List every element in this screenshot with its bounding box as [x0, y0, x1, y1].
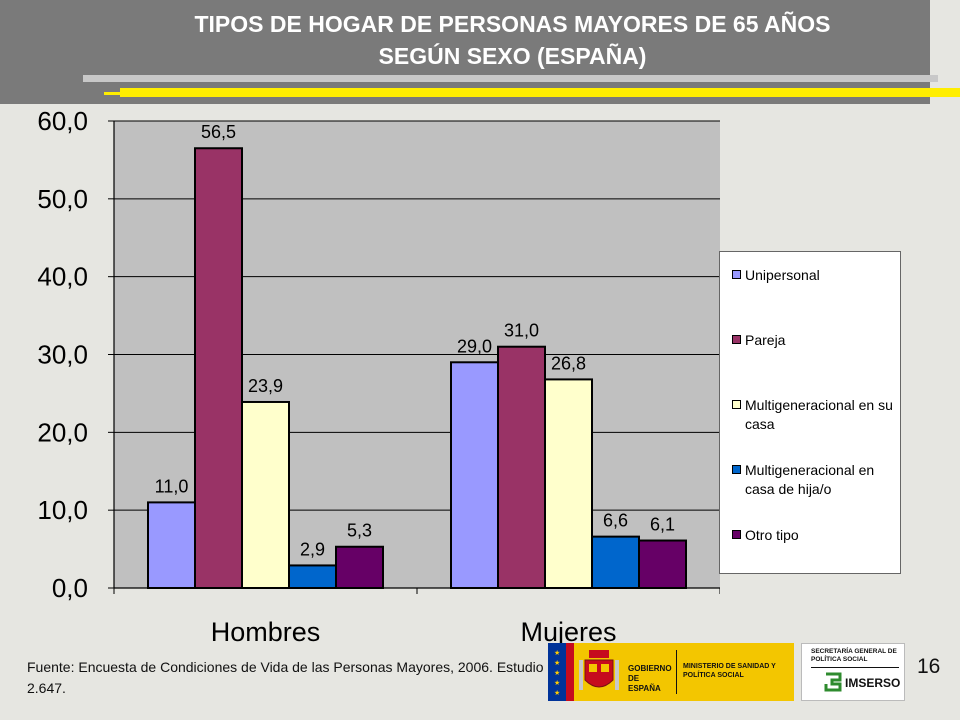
legend-swatch-otro-tipo — [732, 530, 741, 539]
spain-flag-stripe — [566, 643, 574, 701]
data-label: 5,3 — [347, 521, 372, 541]
legend-label-multigeneracional-casa-hija: Multigeneracional en casa de hija/o — [745, 462, 875, 497]
decorative-yellow-stripe-left — [104, 92, 124, 95]
eu-flag-icon: ★ ★ ★ ★ ★ — [548, 643, 566, 701]
bar — [335, 545, 384, 589]
legend-label-unipersonal: Unipersonal — [745, 267, 820, 283]
legend-swatch-multigeneracional-su-casa — [732, 400, 741, 409]
data-label: 2,9 — [300, 539, 325, 559]
category-label: Mujeres — [520, 617, 616, 647]
ministerio-label: MINISTERIO DE SANIDAD Y POLÍTICA SOCIAL — [683, 663, 776, 679]
decorative-gray-stripe — [83, 75, 938, 82]
bar — [288, 564, 337, 590]
y-tick-label: 40,0 — [37, 262, 88, 292]
legend-swatch-multigeneracional-casa-hija — [732, 465, 741, 474]
data-label: 26,8 — [551, 353, 586, 373]
decorative-yellow-stripe — [120, 88, 960, 97]
bar — [497, 345, 546, 589]
y-tick-label: 60,0 — [37, 106, 88, 136]
legend-label-otro-tipo: Otro tipo — [745, 527, 799, 543]
source-note: Fuente: Encuesta de Condiciones de Vida … — [27, 659, 544, 696]
bar — [591, 535, 640, 590]
y-tick-label: 30,0 — [37, 340, 88, 370]
header-banner — [0, 0, 930, 104]
page-title: TIPOS DE HOGAR DE PERSONAS MAYORES DE 65… — [90, 8, 935, 72]
data-label: 23,9 — [248, 376, 283, 396]
legend-label-multigeneracional-su-casa: Multigeneracional en su casa — [745, 397, 893, 432]
y-tick-label: 10,0 — [37, 495, 88, 525]
y-tick-label: 0,0 — [52, 573, 88, 603]
legend-label-pareja: Pareja — [745, 332, 786, 348]
coat-of-arms-icon — [579, 650, 619, 690]
bar — [147, 501, 196, 589]
category-label: Hombres — [211, 617, 321, 647]
data-label: 31,0 — [504, 321, 539, 341]
bar — [241, 400, 290, 589]
data-label: 6,1 — [650, 515, 675, 535]
y-tick-label: 20,0 — [37, 417, 88, 447]
data-label: 11,0 — [155, 476, 189, 496]
chart-legend: Unipersonal Pareja Multigeneracional en … — [719, 251, 901, 574]
legend-swatch-unipersonal — [732, 270, 741, 279]
y-tick-label: 50,0 — [37, 184, 88, 214]
bar — [544, 378, 593, 590]
title-line-2: SEGÚN SEXO (ESPAÑA) — [378, 43, 647, 69]
page-number: 16 — [917, 655, 941, 678]
imserso-logo-icon — [824, 672, 842, 692]
bar — [450, 361, 499, 589]
imserso-label: IMSERSO — [845, 676, 901, 690]
bar — [638, 539, 687, 589]
gobierno-label: GOBIERNO DE ESPAÑA — [628, 664, 672, 693]
data-label: 6,6 — [603, 511, 628, 531]
data-label: 29,0 — [457, 336, 492, 356]
secretaria-label: SECRETARÍA GENERAL DE POLÍTICA SOCIAL — [811, 648, 897, 663]
secretaria-divider — [811, 667, 899, 668]
bar — [194, 147, 243, 589]
legend-swatch-pareja — [732, 335, 741, 344]
title-line-1: TIPOS DE HOGAR DE PERSONAS MAYORES DE 65… — [194, 11, 831, 37]
data-label: 56,5 — [201, 122, 236, 142]
logo-divider — [676, 650, 677, 694]
bar-chart: 0,0 10,0 20,0 30,0 40,0 50,0 60,0 11,0 56,5 23,9 2… — [37, 106, 720, 647]
secretaria-logo — [801, 643, 905, 701]
